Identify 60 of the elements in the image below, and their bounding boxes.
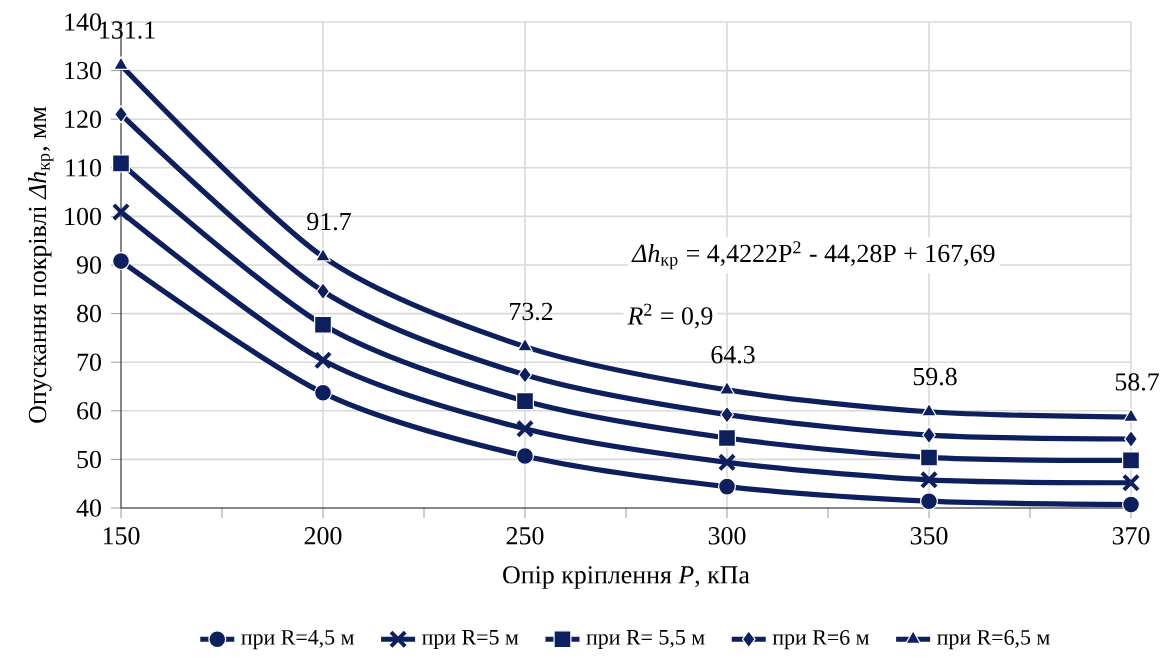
x-tick-label: 370: [1112, 527, 1150, 545]
point: [111, 202, 131, 222]
point: [112, 154, 130, 173]
legend-label: при R=4,5 м: [241, 630, 354, 650]
point: [718, 477, 737, 496]
y-tick-label: 90: [76, 256, 101, 274]
y-tick-label: 80: [77, 304, 101, 323]
point: [112, 252, 130, 271]
x-tick-label: 300: [708, 527, 746, 545]
y-tick-label: 130: [65, 61, 101, 80]
point: [920, 448, 939, 467]
point: [313, 351, 333, 370]
legend-label: при R=6 м: [772, 630, 869, 650]
point: [1124, 429, 1138, 448]
point: [516, 392, 534, 411]
point: [920, 492, 939, 511]
point: [922, 426, 936, 445]
point: [113, 56, 129, 71]
point: [515, 419, 535, 438]
point: [518, 365, 532, 384]
point: [114, 105, 128, 124]
point: [316, 282, 330, 301]
point: [718, 429, 737, 448]
point: [517, 337, 533, 352]
point: [720, 405, 734, 424]
data-label: 73.2: [510, 302, 553, 321]
y-tick-label: 40: [76, 499, 101, 517]
x-tick-label: 250: [506, 527, 544, 545]
point: [1121, 473, 1141, 492]
point: [717, 453, 737, 472]
legend-label: при R=6,5 м: [937, 630, 1050, 650]
x-tick-label: 150: [103, 527, 140, 545]
data-label: 64.3: [711, 345, 755, 364]
y-axis-title: Опускання покрівлі Δh$_{кр}$, мм: [28, 106, 54, 423]
annotation: Δh$_{кр}$ = 4,4222P$^{2}$ - 44,28P + 167,69: [631, 241, 995, 270]
y-tick-label: 120: [65, 110, 101, 128]
point: [516, 446, 534, 465]
point: [1122, 495, 1141, 514]
data-label: 91.7: [307, 212, 351, 231]
x-tick-label: 200: [304, 527, 342, 545]
y-tick-label: 60: [77, 402, 101, 420]
y-tick-label: 110: [66, 159, 101, 177]
legend-label: при R= 5,5 м: [586, 630, 705, 650]
point: [315, 247, 331, 262]
x-axis-title: Опір кріплення P, кПа: [503, 566, 750, 589]
point: [1123, 408, 1139, 422]
data-label: 58.7: [1115, 373, 1159, 391]
y-tick-label: 140: [65, 13, 101, 31]
point: [1122, 451, 1141, 470]
y-tick-label: 50: [77, 450, 101, 469]
point: [314, 383, 332, 402]
x-tick-label: 350: [910, 527, 948, 545]
legend-label: при R=5 м: [422, 630, 519, 650]
point: [314, 315, 332, 334]
data-label: 59.8: [913, 367, 957, 386]
y-tick-label: 70: [77, 353, 101, 371]
annotation: R$^{2}$ = 0,9: [627, 303, 713, 329]
point: [919, 470, 939, 489]
data-label: 131.1: [100, 21, 155, 39]
y-tick-label: 100: [65, 207, 101, 226]
